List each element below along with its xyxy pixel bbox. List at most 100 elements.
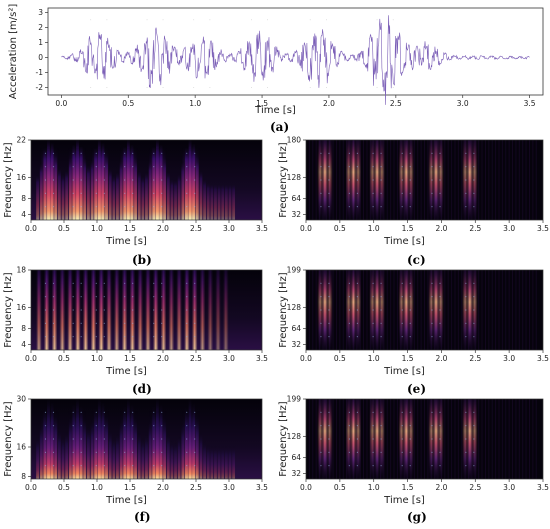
event-dot <box>52 296 55 298</box>
heatmap-stripe <box>427 270 429 350</box>
heatmap-stripe <box>224 184 228 220</box>
heatmap-stripe <box>112 437 116 479</box>
event-dot <box>153 192 155 194</box>
panel-label-g: (g) <box>407 510 427 524</box>
x-axis-label: Time [s] <box>383 495 425 506</box>
heatmap-stripe <box>312 140 314 220</box>
heatmap-burst <box>471 270 478 350</box>
event-dot <box>348 296 350 298</box>
event-dot <box>153 425 155 427</box>
panel-label-b: (b) <box>132 253 152 267</box>
heatmap-burst <box>398 270 405 350</box>
event-dot <box>72 411 74 413</box>
event-dot <box>328 438 330 440</box>
x-tick-label: 1.0 <box>91 224 103 233</box>
event-dot <box>103 166 105 168</box>
event-dot <box>372 282 374 284</box>
event-dot <box>44 166 47 168</box>
heatmap-stripe <box>528 270 530 350</box>
event-mark: · <box>251 85 253 91</box>
x-tick-label: 1.0 <box>368 354 380 363</box>
event-dot <box>439 425 441 427</box>
heatmap-stripe <box>232 184 236 220</box>
heatmap-stripe <box>214 446 217 479</box>
x-tick-label: 3.0 <box>457 99 469 108</box>
event-dot <box>401 425 403 427</box>
heatmap-stripe <box>342 399 344 479</box>
event-dot <box>72 152 74 154</box>
event-dot <box>161 296 163 298</box>
event-dot <box>356 179 358 181</box>
heatmap-stripe <box>501 140 503 220</box>
y-tick-label: 8 <box>21 324 26 333</box>
event-dot <box>372 152 374 154</box>
event-dot <box>409 411 411 413</box>
event-dot <box>52 192 55 194</box>
event-mark: · <box>325 85 327 91</box>
heatmap-stripe <box>393 270 395 350</box>
heatmap-stripe <box>137 270 143 350</box>
heatmap-stripe <box>36 175 39 220</box>
event-dot <box>328 206 330 208</box>
event-dot <box>72 465 74 467</box>
heatmap-stripe <box>335 399 337 479</box>
event-dot <box>186 192 188 194</box>
event-dot <box>186 322 188 324</box>
heatmap-burst <box>355 140 362 220</box>
event-dot <box>431 451 433 453</box>
event-dot <box>473 451 475 453</box>
event-dot <box>380 465 382 467</box>
event-dot <box>103 336 105 338</box>
heatmap-stripe <box>43 270 50 350</box>
x-tick-label: 2.5 <box>190 354 202 363</box>
event-mark: · <box>267 18 269 24</box>
event-dot <box>320 451 322 453</box>
event-dot <box>465 179 467 181</box>
event-mark: · <box>146 85 148 91</box>
heatmap-stripe <box>447 140 449 220</box>
x-tick-label: 2.0 <box>435 224 447 233</box>
event-dot <box>328 152 330 154</box>
heatmap-frame <box>30 139 263 221</box>
event-dot <box>473 282 475 284</box>
spectrogram-panel-e: 0.0 0.5 1.0 1.5 2.0 2.5 3.0 3.5 32 64 128 199 Time [… <box>278 266 549 378</box>
y-tick-label: 4 <box>21 210 26 219</box>
heatmap-stripe <box>491 399 493 479</box>
heatmap-burst <box>378 140 385 220</box>
heatmap-stripe <box>481 399 483 479</box>
y-tick-label: 16 <box>16 443 26 452</box>
heatmap-stripe <box>228 184 232 220</box>
event-dot <box>52 309 55 311</box>
heatmap-burst <box>433 399 440 479</box>
y-tick-label: 64 <box>291 324 301 333</box>
event-dot <box>320 166 322 168</box>
heatmap-stripe <box>232 446 236 479</box>
event-dot <box>431 425 433 427</box>
heatmap-stripe <box>210 183 214 220</box>
event-dot <box>348 322 350 324</box>
event-dot <box>103 322 105 324</box>
event-dot <box>328 336 330 338</box>
event-dot <box>409 179 411 181</box>
event-dot <box>95 309 97 311</box>
heatmap-stripe <box>108 169 112 220</box>
event-dot <box>372 411 374 413</box>
event-dot <box>431 465 433 467</box>
heatmap-stripe <box>427 140 429 220</box>
heatmap-burst <box>466 399 473 479</box>
event-dot <box>72 322 74 324</box>
heatmap-burst <box>374 270 381 350</box>
event-dot <box>356 152 358 154</box>
event-mark: · <box>251 18 253 24</box>
heatmap-burst <box>345 270 352 350</box>
heatmap-stripe <box>339 140 341 220</box>
event-dot <box>439 322 441 324</box>
event-dot <box>194 179 196 181</box>
heatmap-body <box>308 399 537 479</box>
x-tick-label: 2.0 <box>157 483 169 492</box>
event-dot <box>356 411 358 413</box>
event-dot <box>95 166 97 168</box>
event-dot <box>103 465 105 467</box>
event-dot <box>194 192 196 194</box>
